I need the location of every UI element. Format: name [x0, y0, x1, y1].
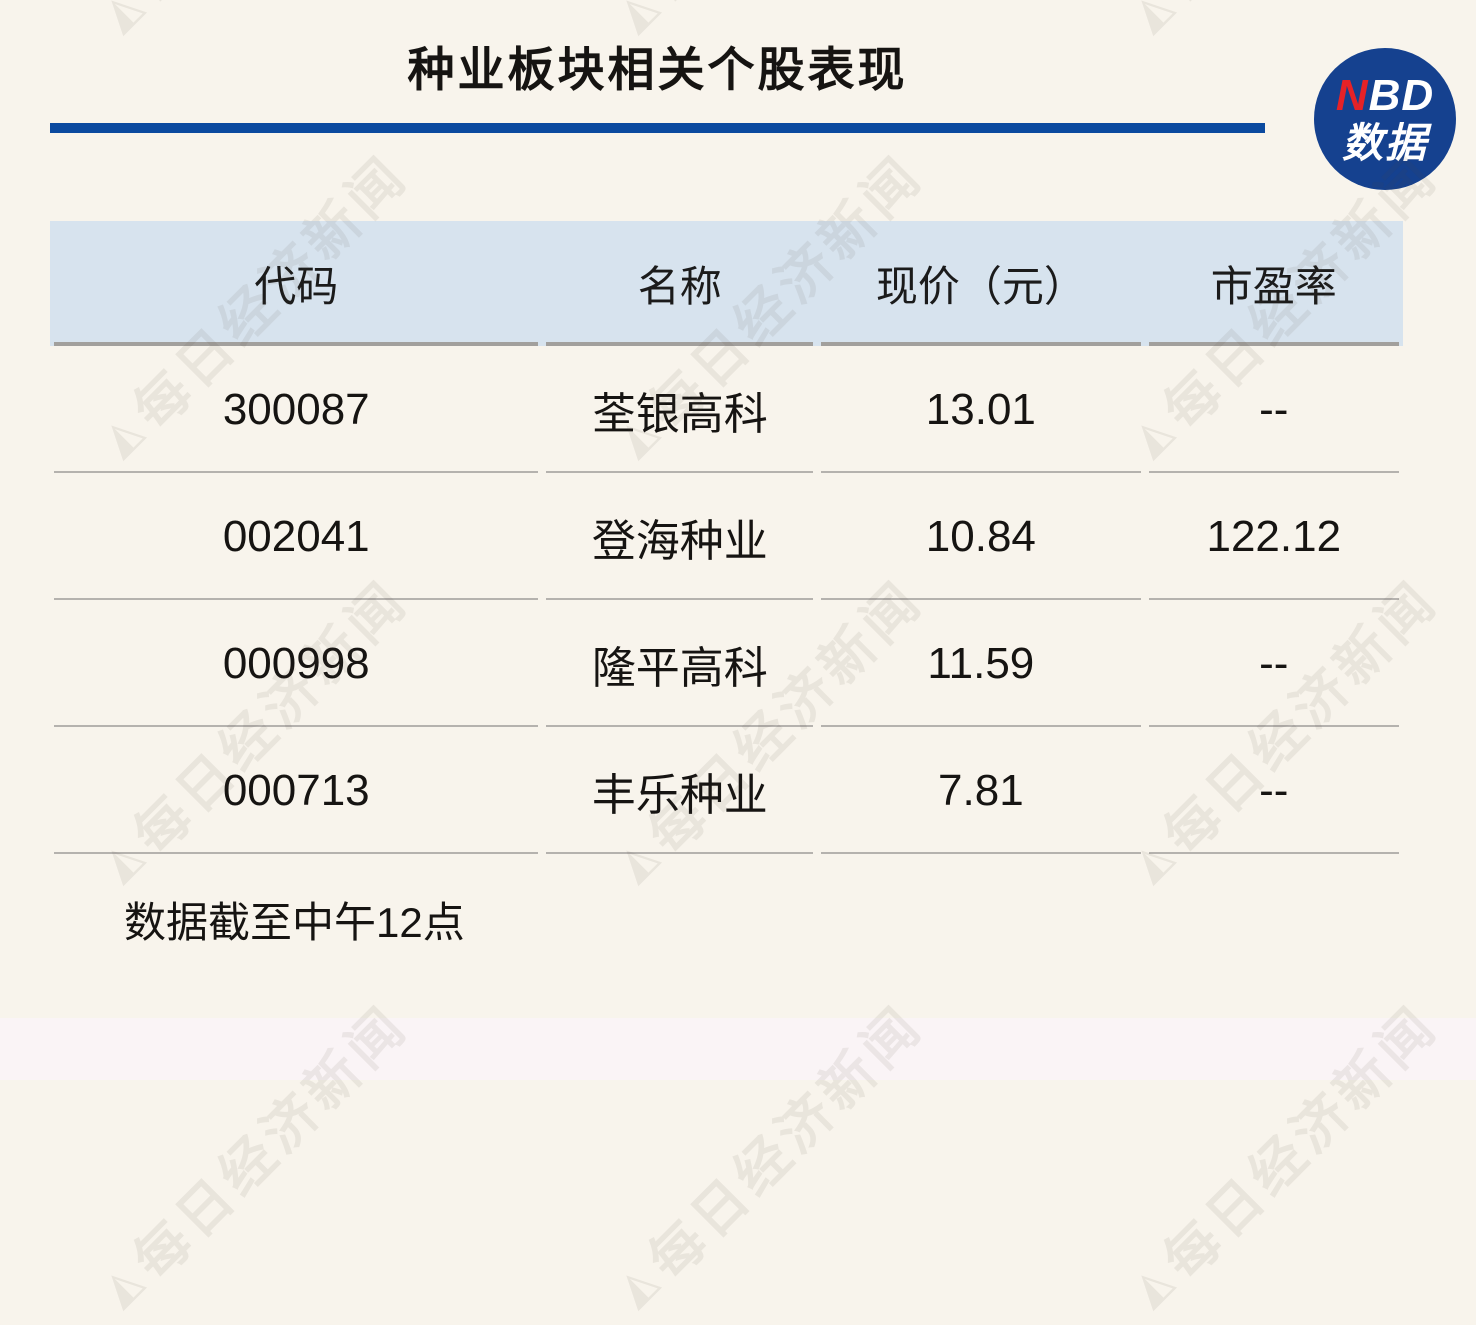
cell-pe-ratio: 122.12: [1145, 473, 1403, 600]
cell-price: 11.59: [817, 600, 1144, 727]
column-header-name: 名称: [542, 221, 817, 346]
table-row: 300087 荃银高科 13.01 --: [50, 346, 1403, 473]
table-row: 000713 丰乐种业 7.81 --: [50, 727, 1403, 854]
cell-code: 300087: [50, 346, 542, 473]
table-header-row: 代码 名称 现价（元） 市盈率: [50, 221, 1403, 346]
table-row: 000998 隆平高科 11.59 --: [50, 600, 1403, 727]
nbd-logo-subtext: 数据: [1342, 120, 1428, 166]
watermark-text: 每日经济新闻: [627, 0, 937, 19]
nbd-logo-letter-n: N: [1335, 71, 1369, 120]
nbd-logo-text: NBD: [1336, 74, 1434, 118]
watermark-text: 每日经济新闻: [1142, 0, 1452, 19]
cell-price: 13.01: [817, 346, 1144, 473]
table-row: 002041 登海种业 10.84 122.12: [50, 473, 1403, 600]
column-header-pe-ratio: 市盈率: [1145, 221, 1403, 346]
watermark-text: 每日经济新闻: [112, 0, 422, 19]
masthead: 种业板块相关个股表现: [50, 46, 1265, 133]
page-title: 种业板块相关个股表现: [407, 43, 908, 96]
nbd-logo-letters-bd: BD: [1368, 71, 1435, 120]
column-header-code: 代码: [50, 221, 542, 346]
cell-name: 荃银高科: [542, 346, 817, 473]
nbd-data-logo: NBD 数据: [1314, 48, 1456, 190]
cell-price: 10.84: [817, 473, 1144, 600]
cell-name: 丰乐种业: [542, 727, 817, 854]
data-cutoff-note: 数据截至中午12点: [124, 899, 465, 946]
watermark: ◭每日经济新闻: [1111, 0, 1452, 50]
cell-pe-ratio: --: [1145, 727, 1403, 854]
watermark-emblem-icon: ◭: [606, 1256, 666, 1315]
title-underline-rule: [50, 123, 1265, 133]
watermark: ◭每日经济新闻: [81, 0, 422, 50]
bottom-strip: [0, 1018, 1476, 1080]
stock-table: 代码 名称 现价（元） 市盈率 300087 荃银高科 13.01 -- 002…: [50, 221, 1403, 854]
cell-pe-ratio: --: [1145, 346, 1403, 473]
cell-code: 000998: [50, 600, 542, 727]
watermark-emblem-icon: ◭: [606, 0, 666, 40]
watermark-emblem-icon: ◭: [1121, 0, 1181, 40]
watermark-emblem-icon: ◭: [91, 0, 151, 40]
cell-name: 隆平高科: [542, 600, 817, 727]
cell-pe-ratio: --: [1145, 600, 1403, 727]
watermark-emblem-icon: ◭: [1121, 1256, 1181, 1315]
cell-code: 002041: [50, 473, 542, 600]
column-header-price: 现价（元）: [817, 221, 1144, 346]
cell-code: 000713: [50, 727, 542, 854]
cell-price: 7.81: [817, 727, 1144, 854]
cell-name: 登海种业: [542, 473, 817, 600]
watermark-emblem-icon: ◭: [91, 1256, 151, 1315]
